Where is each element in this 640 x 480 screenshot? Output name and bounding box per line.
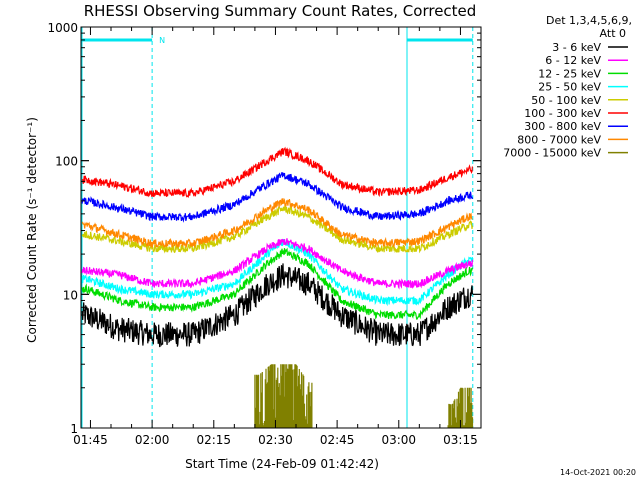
legend-header-1: Det 1,3,4,5,6,9, (546, 14, 632, 27)
legend-entry-label: 300 - 800 keV (524, 120, 601, 133)
x-tick-label: 03:00 (381, 433, 416, 447)
annotation-label: N (159, 36, 165, 45)
legend-entry-label: 50 - 100 keV (531, 94, 601, 107)
legend-entry-label: 12 - 25 keV (538, 67, 601, 80)
series-line (81, 172, 473, 223)
x-tick-label: 02:45 (320, 433, 355, 447)
chart-title: RHESSI Observing Summary Count Rates, Co… (84, 2, 477, 20)
legend-entry-label: 7000 - 15000 keV (503, 147, 601, 160)
series-line (81, 247, 473, 320)
y-tick-label: 1 (70, 422, 78, 436)
series-line (81, 146, 473, 199)
legend-entry-label: 100 - 300 keV (524, 107, 601, 120)
legend-header-2: Att 0 (600, 27, 626, 40)
plot-lines (81, 27, 474, 428)
series-line (81, 238, 473, 290)
series-line (81, 263, 473, 348)
legend-entry-label: 3 - 6 keV (552, 41, 601, 54)
legend-entry-label: 6 - 12 keV (545, 54, 601, 67)
x-tick-label: 02:00 (135, 433, 170, 447)
legend-entry-label: 25 - 50 keV (538, 81, 601, 94)
y-tick-label: 100 (55, 155, 78, 169)
series-line (81, 198, 473, 249)
y-tick-labels: 1 10 100 1000 (47, 21, 78, 436)
x-tick-label: 03:15 (443, 433, 478, 447)
footer-timestamp: 14-Oct-2021 00:20 (560, 468, 636, 477)
x-axis-label: Start Time (24-Feb-09 01:42:42) (185, 457, 379, 471)
legend-entry-label: 800 - 7000 keV (517, 133, 601, 146)
x-tick-labels: 01:45 02:00 02:15 02:30 02:45 03:00 03:15 (73, 433, 478, 447)
plot-axes: N (80, 26, 482, 429)
y-axis-label: Corrected Count Rate (s⁻¹ detector⁻¹) (25, 117, 39, 343)
x-tick-label: 01:45 (73, 433, 108, 447)
series-line (81, 202, 473, 254)
y-tick-label: 10 (63, 288, 78, 302)
x-tick-label: 02:30 (258, 433, 293, 447)
x-tick-label: 02:15 (196, 433, 231, 447)
plot-frame (80, 26, 482, 429)
series-line (254, 364, 474, 428)
y-tick-label: 1000 (47, 21, 78, 35)
